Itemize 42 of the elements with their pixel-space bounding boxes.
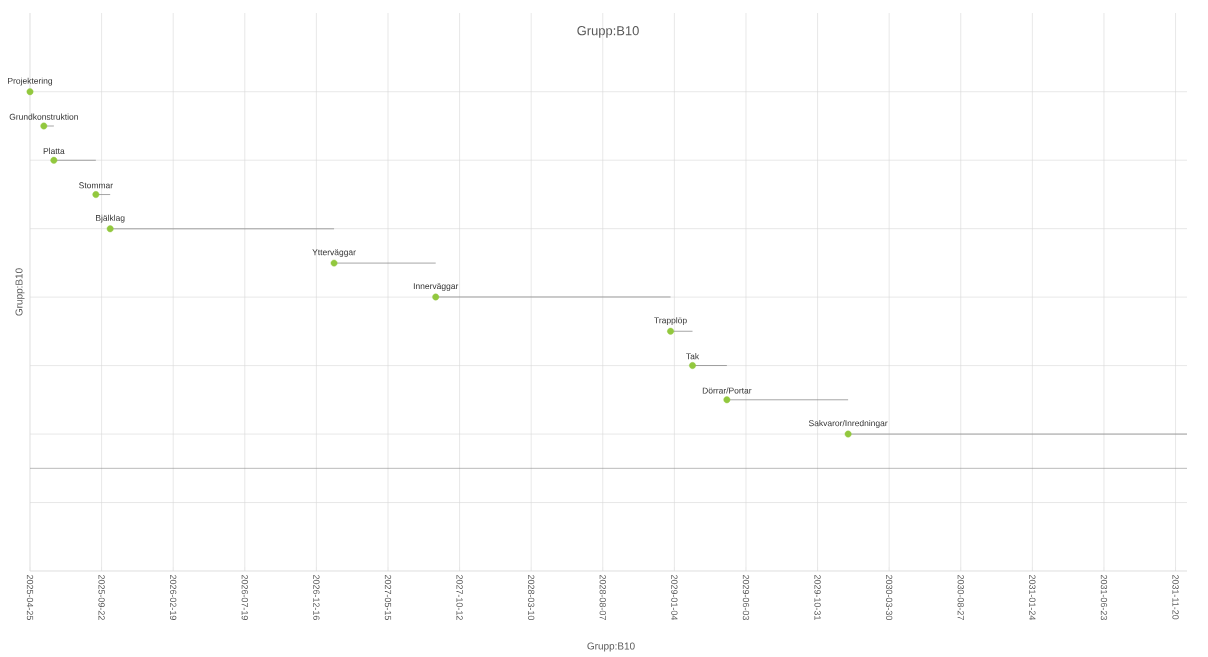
x-tick-label: 2030-08-27 <box>957 574 964 620</box>
point <box>844 430 852 438</box>
x-tick-label: 2026-12-16 <box>313 574 320 620</box>
annotation: Ytterväggar <box>312 249 356 257</box>
x-tick-label: 2031-01-24 <box>1029 574 1036 621</box>
y-axis-title: Grupp:B10 <box>15 268 25 316</box>
x-axis-title: Grupp:B10 <box>587 642 635 652</box>
point <box>106 225 114 233</box>
x-tick-label: 2029-10-31 <box>814 574 821 620</box>
annotation: Dörrar/Portar <box>702 387 752 394</box>
chart-title: Grupp:B10 <box>577 26 639 38</box>
annotation: Projektering <box>8 77 53 86</box>
x-tick-label: 2025-04-25 <box>26 574 34 620</box>
annotation: Innerväggar <box>413 283 459 291</box>
x-tick-label: 2029-01-04 <box>671 574 678 621</box>
x-tick-label: 2031-06-23 <box>1100 574 1108 620</box>
point <box>432 293 440 301</box>
annotation: Platta <box>43 147 65 155</box>
x-tick-label: 2026-07-19 <box>241 574 248 620</box>
point <box>92 191 100 198</box>
annotation: Bjälklag <box>96 214 125 223</box>
x-tick-label: 2027-10-12 <box>456 574 463 620</box>
annotation: Tak <box>686 353 700 360</box>
x-tick-label: 2030-03-30 <box>885 574 893 621</box>
annotation: Grundkonstruktion <box>9 113 78 120</box>
annotation: Trapplöp <box>654 317 687 326</box>
x-tick-label: 2028-03-10 <box>528 574 535 621</box>
point <box>26 88 34 96</box>
annotation: Sakvaror/Inredningar <box>808 419 888 428</box>
x-tick-label: 2026-02-19 <box>170 574 177 620</box>
annotation: Stommar <box>79 182 113 189</box>
x-tick-label: 2025-09-22 <box>98 574 105 620</box>
point <box>667 327 674 335</box>
point <box>330 259 338 267</box>
point <box>723 396 731 404</box>
x-tick-label: 2031-11-20 <box>1172 574 1179 620</box>
x-tick-label: 2027-05-15 <box>384 574 392 620</box>
point <box>689 362 696 369</box>
x-tick-label: 2029-06-03 <box>742 574 750 620</box>
point <box>50 156 58 164</box>
point <box>40 122 48 130</box>
x-tick-label: 2028-08-07 <box>599 574 606 620</box>
